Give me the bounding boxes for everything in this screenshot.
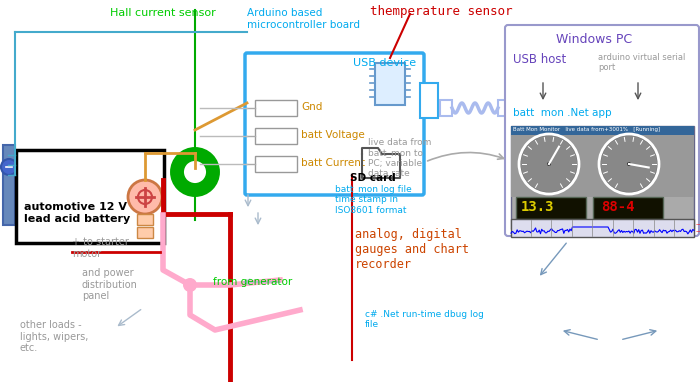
Circle shape (128, 180, 162, 214)
Circle shape (627, 162, 631, 166)
Bar (593, 197, 663, 219)
Bar (3, 145, 15, 225)
Bar (255, 100, 297, 116)
Text: SD card: SD card (350, 173, 395, 183)
Text: Gnd: Gnd (301, 102, 323, 112)
Text: other loads -
lights, wipers,
etc.: other loads - lights, wipers, etc. (20, 320, 88, 353)
Circle shape (519, 134, 579, 194)
Text: USB device: USB device (353, 58, 416, 68)
Text: batt Voltage: batt Voltage (301, 130, 365, 140)
Circle shape (183, 278, 197, 292)
Bar (255, 156, 297, 172)
Bar (511, 126, 694, 135)
Bar (511, 126, 694, 229)
Text: Batt Mon Monitor   live data from+3001%   [Running]: Batt Mon Monitor live data from+3001% [R… (513, 126, 660, 131)
Text: Arduino based
microcontroller board: Arduino based microcontroller board (247, 8, 360, 29)
Bar (516, 197, 586, 219)
Text: + to starter
motor: + to starter motor (72, 237, 129, 259)
Text: Hall current sensor: Hall current sensor (110, 8, 216, 18)
Bar (498, 100, 510, 116)
Text: batt_mon log file
time stamp in
ISO8601 format: batt_mon log file time stamp in ISO8601 … (335, 185, 412, 215)
Bar (511, 135, 694, 197)
FancyBboxPatch shape (505, 25, 699, 236)
Circle shape (601, 136, 657, 192)
Bar (137, 214, 153, 225)
Circle shape (599, 134, 659, 194)
Text: Windows PC: Windows PC (556, 33, 632, 46)
Bar (255, 128, 297, 144)
Text: automotive 12 V
lead acid battery: automotive 12 V lead acid battery (24, 202, 130, 223)
Circle shape (1, 159, 17, 175)
FancyBboxPatch shape (245, 53, 424, 195)
Text: from generator: from generator (213, 277, 293, 287)
Text: arduino virtual serial
port: arduino virtual serial port (598, 53, 685, 73)
Text: and power
distribution
panel: and power distribution panel (82, 268, 138, 301)
Polygon shape (362, 148, 400, 178)
Text: c# .Net run-time dbug log
file: c# .Net run-time dbug log file (365, 310, 484, 329)
Text: —
—: — — (696, 221, 700, 234)
Circle shape (521, 136, 577, 192)
Text: live data from
batt_mon to
PC; variable
data rate: live data from batt_mon to PC; variable … (368, 138, 431, 178)
Text: 13.3: 13.3 (521, 200, 554, 214)
Text: analog, digital
gauges and chart
recorder: analog, digital gauges and chart recorde… (355, 228, 469, 271)
Circle shape (547, 162, 551, 166)
Bar (420, 83, 438, 118)
Circle shape (177, 154, 213, 190)
Text: USB host: USB host (513, 53, 566, 66)
Bar (511, 219, 694, 237)
Text: batt  mon .Net app: batt mon .Net app (513, 108, 612, 118)
Bar (16, 150, 164, 243)
Text: themperature sensor: themperature sensor (370, 5, 512, 18)
Text: batt Current: batt Current (301, 158, 365, 168)
Bar (375, 63, 405, 105)
Bar (137, 227, 153, 238)
Text: 88-4: 88-4 (601, 200, 634, 214)
Bar (440, 100, 452, 116)
